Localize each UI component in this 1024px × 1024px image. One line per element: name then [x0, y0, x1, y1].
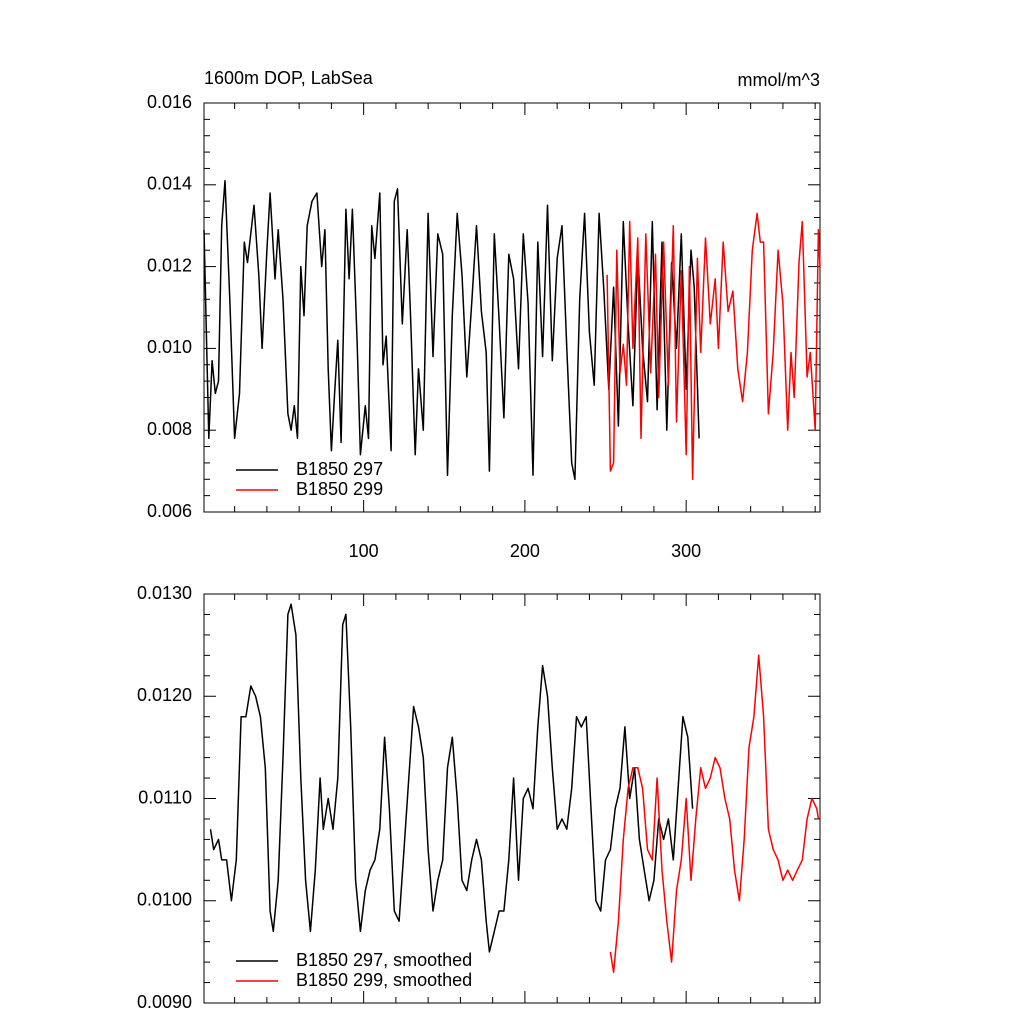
y-tick-label: 0.016 [147, 92, 192, 112]
legend-label: B1850 297 [296, 459, 383, 479]
data-line [203, 179, 700, 481]
y-tick-label: 0.0130 [137, 583, 192, 603]
legend-label: B1850 299, smoothed [296, 970, 472, 990]
units-label: mmol/m^3 [738, 70, 820, 90]
y-tick-label: 0.014 [147, 174, 192, 194]
y-tick-label: 0.0120 [137, 685, 192, 705]
y-tick-label: 0.010 [147, 337, 192, 357]
y-tick-label: 0.0100 [137, 890, 192, 910]
data-line [209, 603, 694, 953]
y-tick-label: 0.0110 [138, 787, 192, 807]
y-tick-label: 0.006 [147, 501, 192, 521]
y-tick-label: 0.008 [147, 419, 192, 439]
y-tick-label: 0.0090 [137, 992, 192, 1012]
y-tick-label: 0.012 [147, 255, 192, 275]
plot-frame [203, 102, 821, 513]
x-tick-label: 200 [510, 541, 540, 561]
legend-label: B1850 297, smoothed [296, 950, 472, 970]
x-tick-label: 300 [671, 541, 701, 561]
legend-label: B1850 299 [296, 479, 383, 499]
chart-title: 1600m DOP, LabSea [204, 68, 374, 88]
data-line [609, 654, 820, 974]
data-line [606, 212, 821, 481]
x-tick-label: 100 [349, 541, 379, 561]
